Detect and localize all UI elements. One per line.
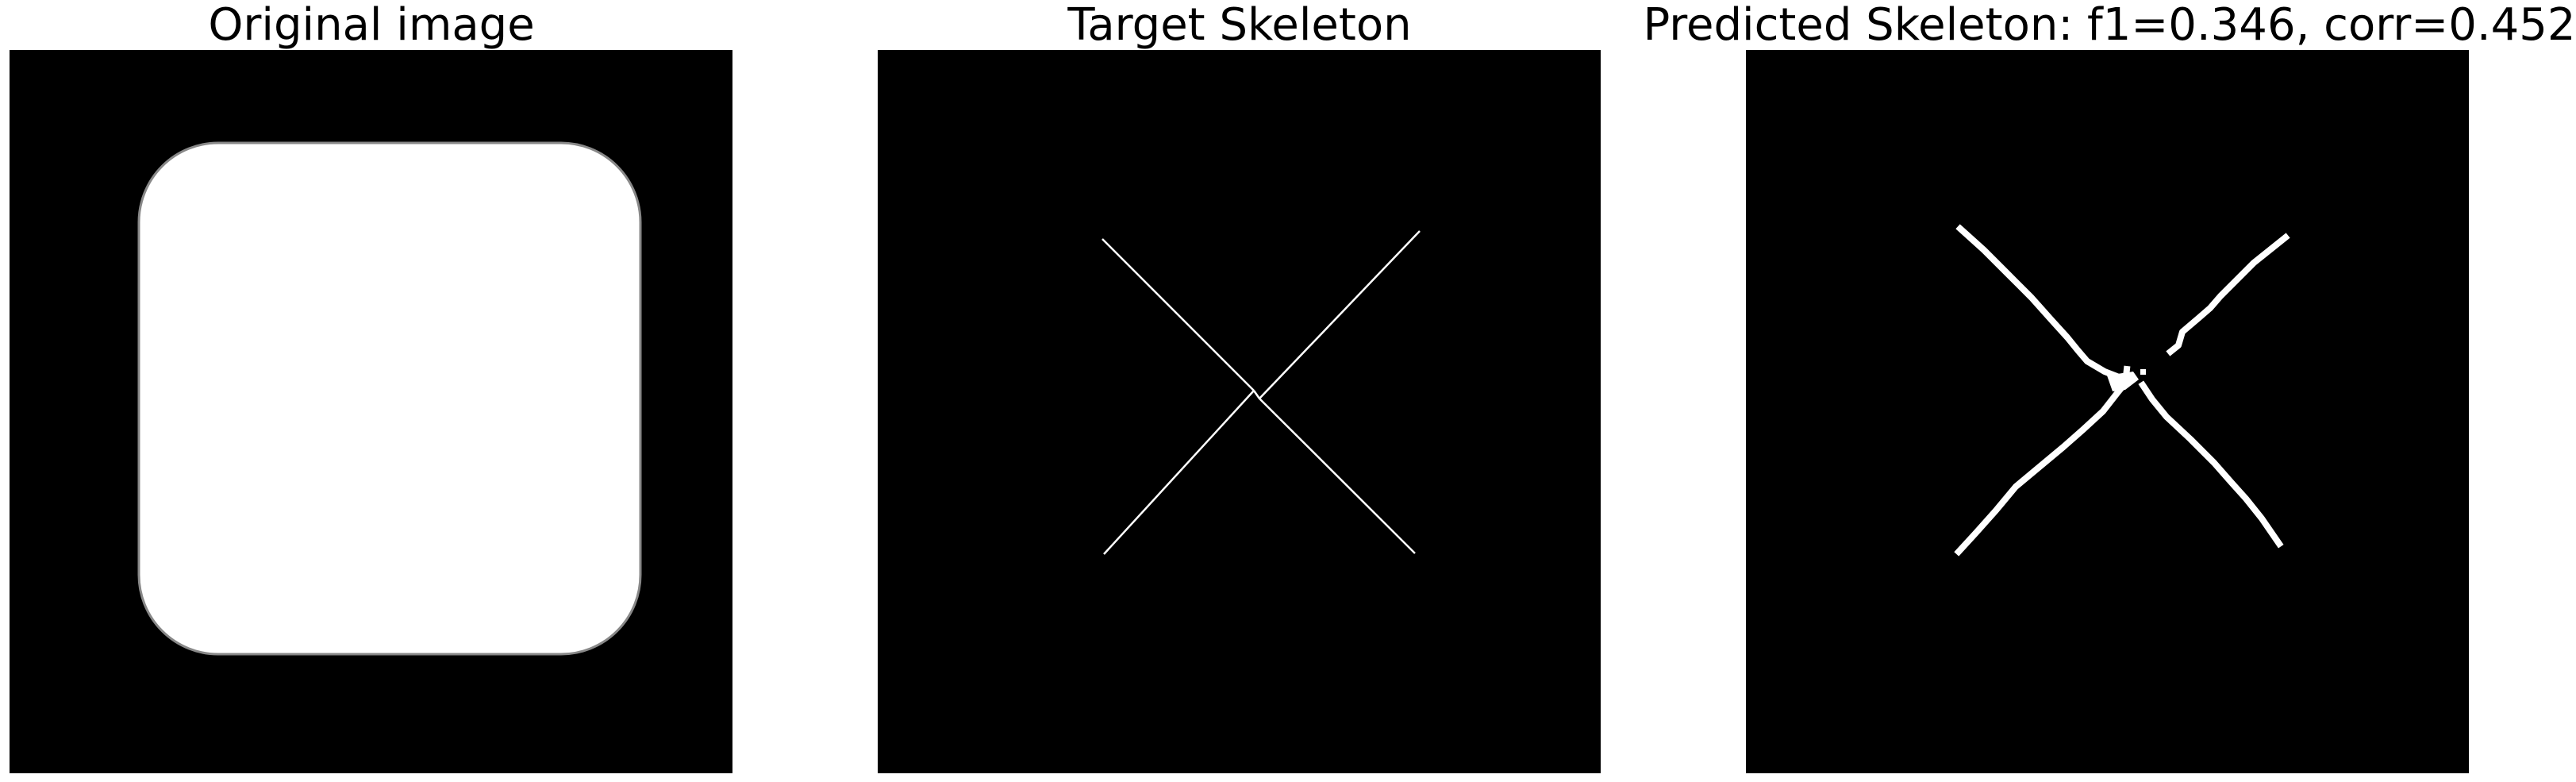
target-skeleton-lines xyxy=(1102,230,1421,555)
original-image xyxy=(10,50,732,773)
panel-title-original: Original image xyxy=(208,0,535,51)
original-image-panel xyxy=(10,50,732,773)
rounded-square-shape xyxy=(137,141,642,656)
predicted-junction-blob xyxy=(2107,372,2139,391)
target-skeleton-panel xyxy=(878,50,1601,773)
target-skeleton-image xyxy=(878,50,1601,773)
panel-title-target: Target Skeleton xyxy=(1067,0,1412,51)
panel-title-predicted: Predicted Skeleton: f1=0.346, corr=0.452 xyxy=(1643,0,2576,51)
predicted-junction-dot xyxy=(2140,369,2146,375)
predicted-skeleton-image xyxy=(1746,50,2469,773)
predicted-skeleton-panel xyxy=(1746,50,2469,773)
